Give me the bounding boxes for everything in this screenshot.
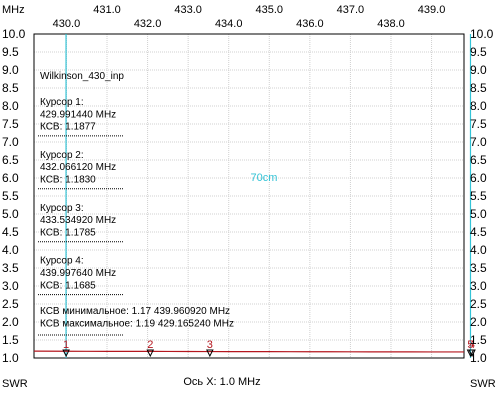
y-tick-label-left: 5.0 [2, 207, 19, 221]
y-tick-label-left: 10.0 [2, 27, 26, 41]
x-tick-label-upper: 433.0 [174, 4, 202, 16]
info-line: КСВ: 1.1785 [40, 227, 96, 238]
y-tick-label-right: 1.0 [470, 351, 487, 365]
y-tick-label-left: 8.0 [2, 99, 19, 113]
swr-series-line [33, 350, 465, 353]
y-tick-label-left: 7.0 [2, 135, 19, 149]
y-tick-label-left: 2.5 [2, 297, 19, 311]
x-tick-label-lower: 438.0 [377, 18, 405, 30]
y-tick-label-right: 9.0 [470, 63, 487, 77]
y-tick-label-right: 6.0 [470, 171, 487, 185]
y-tick-label-left: 8.5 [2, 81, 19, 95]
band-lines [65, 34, 472, 358]
cursor-label-2: 2 [147, 339, 153, 351]
y-tick-label-left: 3.0 [2, 279, 19, 293]
info-line: 439.997640 MHz [40, 268, 116, 279]
info-title: Wilkinson_430_inp [40, 71, 124, 82]
y-tick-label-left: 5.5 [2, 189, 19, 203]
y-tick-label-left: 1.0 [2, 351, 19, 365]
info-line: Курсор 3: [40, 203, 84, 214]
y-tick-label-right: 6.5 [470, 153, 487, 167]
y-tick-label-left: 9.5 [2, 45, 19, 59]
cursor-label-3: 3 [207, 339, 213, 351]
cursor-marker-2 [146, 349, 155, 358]
info-line: Курсор 4: [40, 256, 84, 267]
x-tick-labels: 431.0 433.0 435.0 437.0 439.0 430.0 432.0 434.0… [53, 4, 446, 30]
plot-frame [33, 33, 465, 359]
y-tick-label-right: 10.0 [470, 27, 494, 41]
x-tick-label-lower: 436.0 [296, 18, 324, 30]
summary-line: КСВ минимальное: 1.17 439.960920 MHz [40, 306, 230, 317]
cursor-label-5: 5 [467, 339, 473, 351]
x-unit-label: MHz [2, 4, 25, 16]
y-tick-label-right: 3.5 [470, 261, 487, 275]
cursor-markers: 1 2 3 45 [62, 339, 476, 358]
y-tick-label-right: 7.0 [470, 135, 487, 149]
y-axis-label-left: SWR [2, 378, 28, 390]
y-tick-label-left: 2.0 [2, 315, 19, 329]
y-tick-label-right: 2.5 [470, 297, 487, 311]
x-tick-label-upper: 435.0 [256, 4, 284, 16]
y-tick-label-right: 7.5 [470, 117, 487, 131]
info-line: 432.066120 MHz [40, 162, 116, 173]
x-tick-label-lower: 434.0 [215, 18, 243, 30]
info-line: КСВ: 1.1830 [40, 175, 96, 186]
y-tick-label-right: 4.0 [470, 243, 487, 257]
series-layer [33, 350, 465, 353]
cursor-label-4: 4 [469, 339, 475, 351]
y-tick-label-left: 1.5 [2, 333, 19, 347]
y-tick-label-left: 3.5 [2, 261, 19, 275]
y-tick-label-right: 5.0 [470, 207, 487, 221]
y-tick-label-right: 2.0 [470, 315, 487, 329]
y-tick-label-right: 4.5 [470, 225, 487, 239]
x-tick-label-upper: 431.0 [93, 4, 121, 16]
y-tick-labels: 1.0 1.0 1.5 1.5 2.0 2.0 2.5 2.5 3.0 3.0 3.5 3.5 4.0 4… [2, 27, 494, 365]
y-tick-label-right: 1.5 [470, 333, 487, 347]
band-label: 70cm [251, 172, 278, 184]
x-tick-label-lower: 430.0 [53, 18, 81, 30]
cursor-marker-5 [466, 349, 475, 358]
cursor-marker-1 [62, 349, 70, 358]
y-tick-label-right: 8.5 [470, 81, 487, 95]
x-tick-label-upper: 437.0 [337, 4, 365, 16]
x-tick-label-lower: 432.0 [134, 18, 162, 30]
y-tick-label-left: 6.0 [2, 171, 19, 185]
x-tick-label-upper: 439.0 [418, 4, 446, 16]
summary-line: КСВ максимальное: 1.19 429.165240 MHz [40, 319, 234, 330]
cursor-marker-3 [206, 349, 214, 358]
y-tick-label-right: 3.0 [470, 279, 487, 293]
cursor-label-1: 1 [63, 339, 69, 351]
info-line: КСВ: 1.1877 [40, 122, 96, 133]
x-axis-caption: Ось X: 1.0 MHz [183, 376, 260, 388]
info-line: 433.534920 MHz [40, 215, 116, 226]
info-line: 429.991440 MHz [40, 109, 116, 120]
y-tick-label-right: 8.0 [470, 99, 487, 113]
y-tick-label-left: 6.5 [2, 153, 19, 167]
info-line: КСВ: 1.1685 [40, 280, 96, 291]
y-tick-label-right: 9.5 [470, 45, 487, 59]
y-tick-label-left: 4.5 [2, 225, 19, 239]
y-tick-label-left: 9.0 [2, 63, 19, 77]
info-line: Курсор 1: [40, 97, 84, 108]
info-line: Курсор 2: [40, 150, 84, 161]
info-panel: Wilkinson_430_inp Курсор 1:429.991440 MHz… [38, 71, 234, 336]
y-axis-label-right: SWR [470, 378, 496, 390]
y-tick-label-left: 4.0 [2, 243, 19, 257]
y-tick-label-right: 5.5 [470, 189, 487, 203]
y-tick-label-left: 7.5 [2, 117, 19, 131]
